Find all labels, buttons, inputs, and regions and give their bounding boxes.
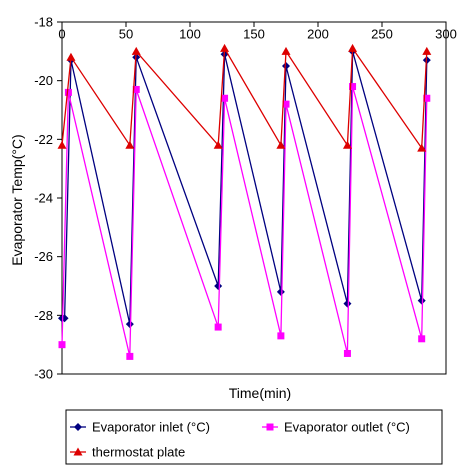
y-tick-label: -22 (34, 132, 53, 147)
x-tick-label: 100 (179, 27, 201, 42)
legend-label: Evaporator outlet (°C) (284, 420, 410, 435)
series-triangle (57, 43, 432, 152)
y-axis-title: Evaporator Temp(°C) (9, 134, 25, 265)
data-point (213, 140, 223, 149)
data-point (276, 287, 285, 296)
data-point (214, 323, 222, 331)
legend: Evaporator inlet (°C) Evaporator outlet (… (65, 409, 443, 465)
series-line (61, 86, 428, 357)
data-point (282, 62, 290, 70)
data-point (423, 94, 431, 102)
y-tick-label: -26 (34, 249, 53, 264)
data-point (66, 52, 76, 61)
data-point (282, 100, 290, 108)
plot-frame (61, 21, 447, 375)
x-tick-label: 150 (243, 27, 265, 42)
data-point (417, 296, 426, 305)
x-axis-title: Time(min) (229, 385, 291, 401)
data-point (343, 299, 352, 308)
data-point (220, 43, 230, 52)
legend-marker (74, 423, 82, 431)
series-layer (57, 43, 432, 360)
legend-label: thermostat plate (92, 445, 185, 460)
x-tick-label: 250 (371, 27, 393, 42)
x-tick-label: 200 (307, 27, 329, 42)
y-tick-label: -24 (34, 191, 53, 206)
data-point (221, 94, 229, 102)
data-point (276, 140, 286, 149)
data-point (125, 140, 135, 149)
data-point (125, 320, 134, 329)
data-point (418, 335, 426, 343)
data-point (348, 43, 358, 52)
series-line (61, 46, 428, 151)
x-tick-label: 50 (119, 27, 133, 42)
data-point (422, 46, 432, 55)
data-point (417, 143, 427, 152)
data-point (277, 332, 285, 340)
data-point (58, 341, 66, 349)
data-point (349, 83, 357, 91)
data-point (214, 282, 223, 290)
ticks-layer: 0 50 100 150 200 250 300 -18 -20 -22 -24 -26 -28 -30 (34, 15, 457, 382)
data-point (64, 88, 72, 96)
y-tick-label: -28 (34, 308, 53, 323)
legend-box (65, 409, 443, 465)
data-point (342, 140, 352, 149)
data-point (131, 46, 141, 55)
legend-marker (266, 423, 274, 431)
data-point (281, 46, 291, 55)
y-tick-label: -30 (34, 367, 53, 382)
data-point (126, 352, 134, 360)
data-point (343, 349, 351, 357)
y-tick-label: -18 (34, 15, 53, 30)
legend-label: Evaporator inlet (°C) (92, 420, 210, 435)
y-tick-label: -20 (34, 73, 53, 88)
plot-area (61, 21, 447, 375)
legend-marker (73, 447, 83, 456)
series-square (58, 83, 431, 360)
data-point (132, 85, 140, 93)
x-tick-label: 0 (58, 27, 65, 42)
x-tick-label: 300 (435, 27, 457, 42)
data-point (57, 140, 67, 149)
